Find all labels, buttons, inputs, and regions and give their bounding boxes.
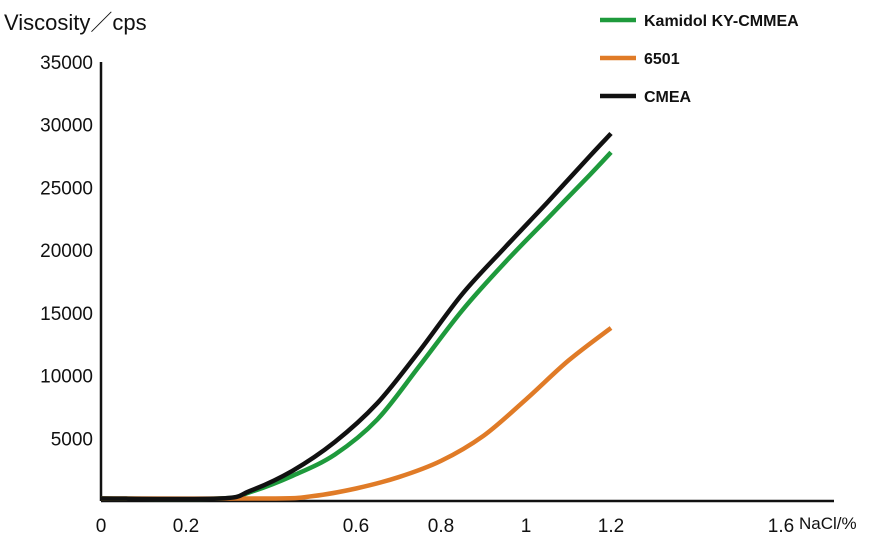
series-line-2	[100, 131, 613, 502]
x-axis-title: NaCl/%	[799, 514, 857, 533]
y-tick-label: 25000	[40, 178, 93, 199]
series-line-1	[100, 326, 613, 501]
y-tick-labels: 5000 10000 15000 20000 25000 30000 35000	[40, 53, 93, 450]
x-tick-label: 0.2	[173, 516, 199, 537]
legend-label: CMEA	[644, 89, 692, 106]
chart-axes: Viscosity／cps NaCl/%	[4, 10, 857, 533]
x-tick-label: 1.6	[768, 516, 794, 537]
x-tick-label: 0.8	[428, 516, 454, 537]
x-tick-label: 1	[521, 516, 532, 537]
y-axis-title: Viscosity／cps	[4, 10, 147, 35]
x-tick-label: 0	[96, 516, 107, 537]
y-tick-label: 30000	[40, 116, 93, 137]
y-tick-label: 35000	[40, 53, 93, 74]
x-tick-label: 0.6	[343, 516, 369, 537]
legend-label: 6501	[644, 51, 680, 68]
legend: Kamidol KY-CMMEA 6501 CMEA	[600, 13, 799, 106]
x-tick-labels: 0 0.2 0.6 0.8 1 1.2 1.6	[96, 516, 795, 537]
legend-label: Kamidol KY-CMMEA	[644, 13, 799, 30]
y-tick-label: 20000	[40, 241, 93, 262]
y-tick-label: 5000	[51, 429, 93, 450]
series-line-0	[100, 150, 613, 502]
y-tick-label: 10000	[40, 367, 93, 388]
x-tick-label: 1.2	[598, 516, 624, 537]
series-lines	[100, 131, 613, 502]
y-tick-label: 15000	[40, 304, 93, 325]
